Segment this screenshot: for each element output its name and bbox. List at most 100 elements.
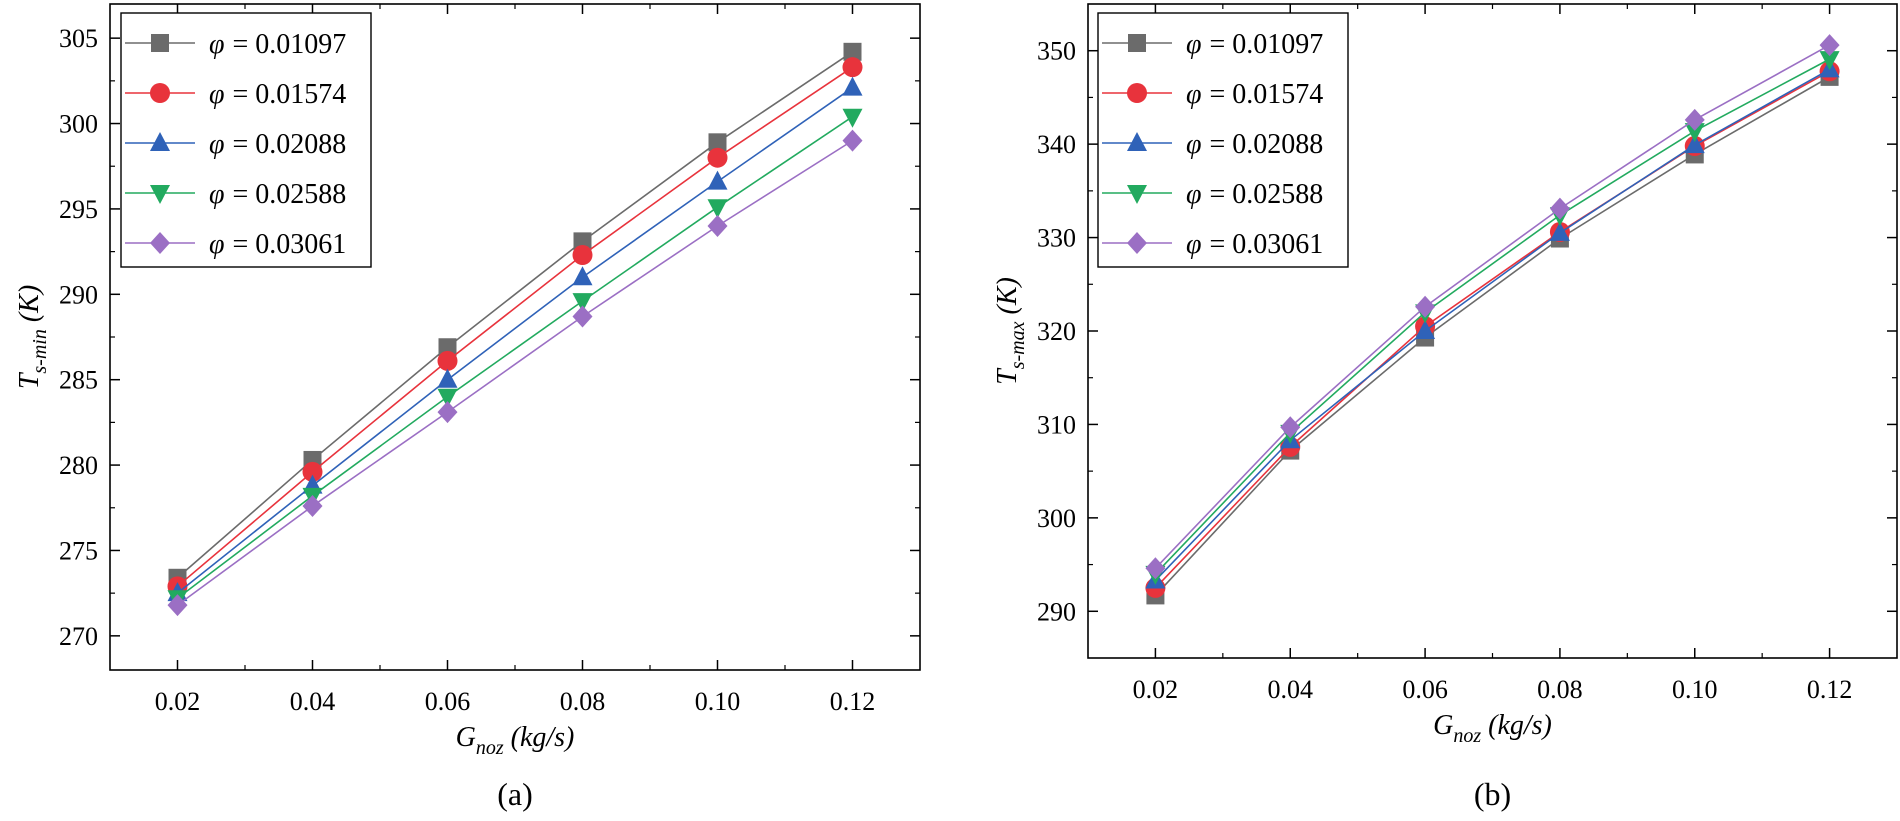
legend-phi: φ: [1186, 79, 1202, 110]
data-point: [843, 42, 862, 61]
x-tick-label: 0.02: [1133, 675, 1179, 704]
y-axis-title-sub: s-min: [29, 329, 51, 373]
data-point: [437, 350, 458, 371]
data-point: [302, 495, 323, 518]
y-tick-label: 295: [59, 195, 98, 224]
data-point: [1819, 51, 1840, 71]
figure-caption: (b): [1474, 776, 1511, 812]
y-axis-title: Ts-min (K): [14, 285, 51, 389]
legend-value: = 0.03061: [233, 229, 347, 260]
legend-label: φ = 0.01097: [1186, 29, 1323, 60]
legend-value: = 0.01574: [233, 79, 347, 110]
data-point: [572, 293, 593, 313]
legend-marker: [150, 232, 170, 254]
y-tick-label: 340: [1037, 130, 1076, 159]
data-point: [167, 594, 188, 617]
y-tick-label: 305: [59, 24, 98, 53]
y-axis-title-sub: s-max: [1007, 321, 1029, 369]
y-tick-label: 270: [59, 622, 98, 651]
data-point: [1684, 123, 1705, 143]
figure-caption: (a): [497, 776, 533, 812]
series-1: [168, 42, 862, 587]
legend-marker: [1127, 185, 1147, 204]
legend: φ = 0.01097 φ = 0.01574 φ = 0.02088 φ = 0.02588…: [1097, 12, 1349, 268]
legend-marker: [1127, 132, 1147, 151]
series-line: [177, 116, 853, 599]
legend-label: φ = 0.02588: [1186, 179, 1323, 210]
legend-value: = 0.02088: [1210, 129, 1324, 160]
legend-marker: [150, 83, 170, 103]
legend-phi: φ: [1186, 129, 1202, 160]
y-axis-title-main: T: [992, 367, 1023, 385]
legend-value: = 0.02088: [233, 129, 347, 160]
legend-item: φ = 0.02588: [1102, 179, 1323, 210]
x-axis-title: Gnoz (kg/s): [1433, 710, 1552, 747]
chart-b: 0.02 0.04 0.06 0.08 0.10 0.12 290 300 310 320 330 3…: [992, 3, 1898, 812]
data-point: [1549, 221, 1570, 241]
x-axis-title-sub: noz: [1453, 725, 1481, 747]
data-point: [1145, 557, 1166, 580]
legend-label: φ = 0.03061: [1186, 229, 1323, 260]
x-axis-title-sub: noz: [476, 737, 504, 759]
y-axis-title-main: T: [14, 371, 45, 389]
data-point: [708, 133, 727, 152]
series-line: [177, 139, 853, 606]
series-line: [1154, 58, 1830, 575]
legend-item: φ = 0.03061: [125, 229, 346, 260]
x-tick-label: 0.10: [695, 687, 741, 716]
legend-item: φ = 0.03061: [1102, 229, 1323, 260]
legend-marker: [1128, 34, 1146, 52]
series-line: [176, 66, 853, 587]
x-tick-label: 0.06: [1402, 675, 1448, 704]
legend-phi: φ: [209, 29, 225, 60]
data-point: [437, 388, 458, 408]
series-line: [1154, 44, 1830, 569]
legend: φ = 0.01097 φ = 0.01574 φ = 0.02088 φ = 0.02588…: [120, 12, 372, 268]
x-tick-label: 0.08: [1537, 675, 1583, 704]
data-point: [842, 129, 863, 152]
x-axis-title-unit: (kg/s): [504, 722, 575, 753]
data-point: [1684, 134, 1705, 154]
data-point: [707, 147, 728, 168]
legend-phi: φ: [1186, 29, 1202, 60]
series-line: [1154, 68, 1830, 582]
legend-item: φ = 0.01574: [1102, 79, 1323, 110]
legend-item: φ = 0.02088: [1102, 129, 1323, 160]
data-point: [842, 57, 863, 78]
x-axis-title-main: G: [456, 722, 476, 753]
data-point: [572, 305, 593, 328]
y-tick-label: 290: [59, 280, 98, 309]
y-tick-label: 275: [59, 536, 98, 565]
legend-marker: [1127, 232, 1147, 254]
legend-phi: φ: [1186, 179, 1202, 210]
chart-a: 0.02 0.04 0.06 0.08 0.10 0.12 270 275 280 285 290 2…: [14, 3, 921, 812]
series-2: [167, 57, 863, 597]
legend-value: = 0.03061: [1210, 229, 1324, 260]
data-point: [1415, 320, 1436, 339]
legend-marker: [150, 185, 170, 204]
x-tick-label: 0.12: [830, 687, 876, 716]
legend-value: = 0.01097: [1210, 29, 1324, 60]
legend-item: φ = 0.02588: [125, 179, 346, 210]
legend-label: φ = 0.02088: [209, 129, 346, 160]
legend-label: φ = 0.01574: [209, 79, 346, 110]
legend-label: φ = 0.02588: [209, 179, 346, 210]
data-point: [437, 401, 458, 424]
y-tick-label: 310: [1037, 410, 1076, 439]
series-line: [177, 87, 853, 594]
x-tick-label: 0.06: [425, 687, 471, 716]
y-axis-title-unit: (K): [14, 285, 45, 329]
series-line: [176, 51, 853, 579]
data-point: [707, 170, 728, 190]
legend-value: = 0.01097: [233, 29, 347, 60]
y-tick-label: 300: [1037, 504, 1076, 533]
legend-item: φ = 0.02088: [125, 129, 346, 160]
data-point: [573, 232, 592, 251]
legend-phi: φ: [1186, 229, 1202, 260]
data-point: [437, 368, 458, 388]
data-point: [1684, 108, 1705, 131]
data-point: [707, 199, 728, 219]
y-tick-label: 280: [59, 451, 98, 480]
legend-label: φ = 0.01097: [209, 29, 346, 60]
